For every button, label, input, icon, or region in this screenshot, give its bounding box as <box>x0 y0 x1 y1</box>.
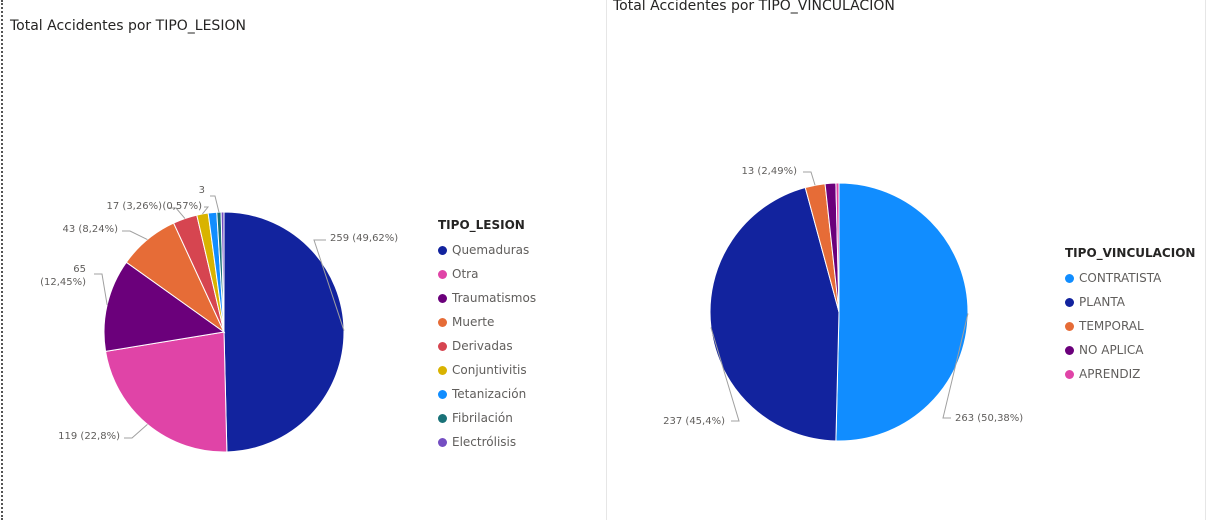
pie-slice-aprendiz[interactable] <box>835 182 840 313</box>
pie-slice-quemaduras[interactable] <box>223 211 345 453</box>
leader-line <box>942 313 969 419</box>
leader-line <box>210 195 220 213</box>
legend-item-traumatismos[interactable]: Traumatismos <box>438 286 536 310</box>
leader-line <box>710 327 740 422</box>
pie-chart-tipo-vinculacion[interactable]: 263 (50,38%) 237 (45,4%) 13 (2,49%) <box>607 0 1205 520</box>
leader-line <box>124 424 148 439</box>
data-label-temporal: 13 (2,49%) <box>742 166 798 177</box>
leader-line <box>803 171 816 186</box>
legend-item-temporal[interactable]: TEMPORAL <box>1065 314 1195 338</box>
legend-marker <box>1065 345 1074 355</box>
legend-item-no-aplica[interactable]: NO APLICA <box>1065 338 1195 362</box>
leader-line <box>313 239 345 331</box>
data-label-fibrilacion: 3 <box>199 185 205 196</box>
data-label-muerte: 43 (8,24%) <box>63 224 119 235</box>
legend-marker <box>1065 369 1074 379</box>
legend-label: Quemaduras <box>452 243 530 257</box>
chart-title: Total Accidentes por TIPO_VINCULACION <box>613 0 895 14</box>
data-label-otra: 119 (22,8%) <box>58 431 120 442</box>
legend-label: Otra <box>452 267 479 281</box>
legend-label: Conjuntivitis <box>452 363 527 377</box>
pie-chart-tipo-lesion[interactable]: 259 (49,62%) 119 (22,8%) 65 (12,45%) 43 (8,2… <box>4 0 604 520</box>
legend-label: Fibrilación <box>452 411 513 425</box>
legend-marker <box>438 413 447 423</box>
legend-label: CONTRATISTA <box>1079 271 1162 285</box>
data-label-derivadas: 17 (3,26%) <box>107 201 163 212</box>
legend-label: Derivadas <box>452 339 513 353</box>
data-label-conjuntivitis: (0,57%) <box>162 201 202 212</box>
leader-line <box>122 230 148 241</box>
legend-tipo-vinculacion: TIPO_VINCULACION CONTRATISTA PLANTA TEMPOR… <box>1065 246 1195 386</box>
pie-slice-traumatismos[interactable] <box>103 261 226 352</box>
legend-marker <box>438 437 447 447</box>
legend-marker <box>438 317 447 327</box>
leader-line <box>94 273 108 305</box>
chart-panel-tipo-vinculacion[interactable]: Total Accidentes por TIPO_VINCULACION 26… <box>606 0 1206 520</box>
legend-item-otra[interactable]: Otra <box>438 262 536 286</box>
data-label-quemaduras: 259 (49,62%) <box>330 233 398 244</box>
legend-title: TIPO_VINCULACION <box>1065 246 1196 260</box>
legend-marker <box>1065 273 1074 283</box>
legend-item-conjuntivitis[interactable]: Conjuntivitis <box>438 358 536 382</box>
chart-title: Total Accidentes por TIPO_LESION <box>10 18 246 34</box>
left-border <box>1 0 3 520</box>
legend-label: Traumatismos <box>452 291 537 305</box>
legend-item-derivadas[interactable]: Derivadas <box>438 334 536 358</box>
legend-marker <box>1065 297 1074 307</box>
legend-item-tetanizacion[interactable]: Tetanización <box>438 382 536 406</box>
legend-marker <box>438 245 447 255</box>
legend-label: Electrólisis <box>452 435 517 449</box>
legend-label: Tetanización <box>452 387 527 401</box>
pie-slice-otra[interactable] <box>105 331 228 453</box>
leader-line <box>202 206 210 215</box>
legend-item-fibrilacion[interactable]: Fibrilación <box>438 406 536 430</box>
legend-marker <box>438 269 447 279</box>
legend-marker <box>438 341 447 351</box>
data-label-traumatismos: 65 (12,45%) <box>40 264 86 288</box>
data-label-planta: 237 (45,4%) <box>663 416 725 427</box>
legend-label: NO APLICA <box>1079 343 1144 357</box>
legend-item-muerte[interactable]: Muerte <box>438 310 536 334</box>
legend-item-aprendiz[interactable]: APRENDIZ <box>1065 362 1195 386</box>
legend-item-quemaduras[interactable]: Quemaduras <box>438 238 536 262</box>
chart-panel-tipo-lesion[interactable]: Total Accidentes por TIPO_LESION 259 (49… <box>4 0 604 520</box>
legend-marker <box>438 389 447 399</box>
legend-title: TIPO_LESION <box>438 218 525 232</box>
legend-label: TEMPORAL <box>1079 319 1144 333</box>
legend-item-electrolisis[interactable]: Electrólisis <box>438 430 536 454</box>
legend-label: PLANTA <box>1079 295 1125 309</box>
pie-slice-electrolisis[interactable] <box>220 211 225 333</box>
legend-item-contratista[interactable]: CONTRATISTA <box>1065 266 1195 290</box>
legend-marker <box>438 365 447 375</box>
legend-item-planta[interactable]: PLANTA <box>1065 290 1195 314</box>
legend-label: APRENDIZ <box>1079 367 1141 381</box>
pie-slice-contratista[interactable] <box>835 182 969 442</box>
legend-marker <box>1065 321 1074 331</box>
legend-marker <box>438 293 447 303</box>
data-label-contratista: 263 (50,38%) <box>955 413 1023 424</box>
legend-label: Muerte <box>452 315 495 329</box>
leader-line <box>168 207 186 219</box>
legend-tipo-lesion: TIPO_LESION Quemaduras Otra Traumatismos Mu… <box>438 218 536 454</box>
